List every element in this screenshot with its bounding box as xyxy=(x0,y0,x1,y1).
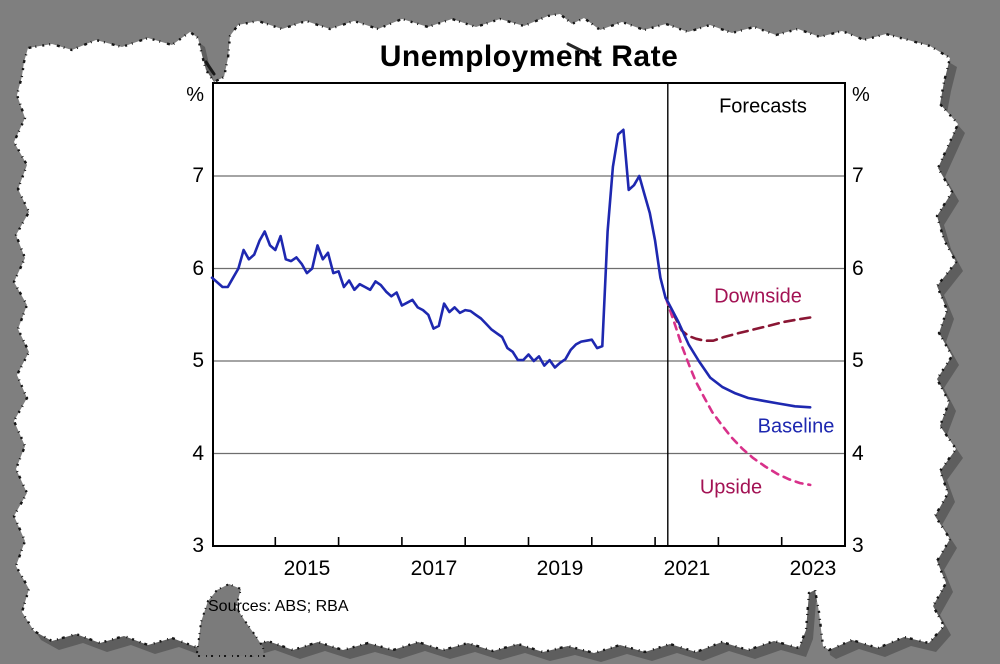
historical-line xyxy=(210,128,667,369)
y-axis-unit-right: % xyxy=(852,84,870,106)
y-axis-tick-label-left: 5 xyxy=(192,349,204,372)
baseline-forecast-line xyxy=(664,296,812,409)
y-axis-tick-label-left: 7 xyxy=(192,164,204,187)
y-axis-unit-left: % xyxy=(186,84,204,106)
y-axis-tick-label-right: 3 xyxy=(852,534,864,557)
upside-forecast-line xyxy=(664,296,812,487)
y-axis-tick-label-right: 4 xyxy=(852,442,864,465)
y-axis-tick-label-right: 5 xyxy=(852,349,864,372)
forecasts-region-label: Forecasts xyxy=(719,95,807,118)
sources-note: Sources: ABS; RBA xyxy=(208,598,349,615)
torn-debris-marks xyxy=(204,42,600,76)
x-axis-year-label: 2021 xyxy=(663,557,711,580)
x-axis-year-label: 2019 xyxy=(536,557,584,580)
y-axis-tick-label-left: 4 xyxy=(192,442,204,465)
x-axis-year-label: 2015 xyxy=(283,557,331,580)
torn-fragment xyxy=(196,582,266,657)
unemployment-rate-chart xyxy=(210,82,846,547)
upside-line-label: Upside xyxy=(699,476,763,499)
y-axis-tick-label-right: 6 xyxy=(852,257,864,280)
chart-title: Unemployment Rate xyxy=(379,40,679,73)
downside-line-label: Downside xyxy=(714,285,802,308)
baseline-line-label: Baseline xyxy=(757,415,835,438)
y-axis-tick-label-left: 6 xyxy=(192,257,204,280)
y-axis-tick-label-left: 3 xyxy=(192,534,204,557)
y-axis-tick-label-right: 7 xyxy=(852,164,864,187)
x-axis-year-label: 2023 xyxy=(789,557,837,580)
x-axis-year-label: 2017 xyxy=(410,557,458,580)
